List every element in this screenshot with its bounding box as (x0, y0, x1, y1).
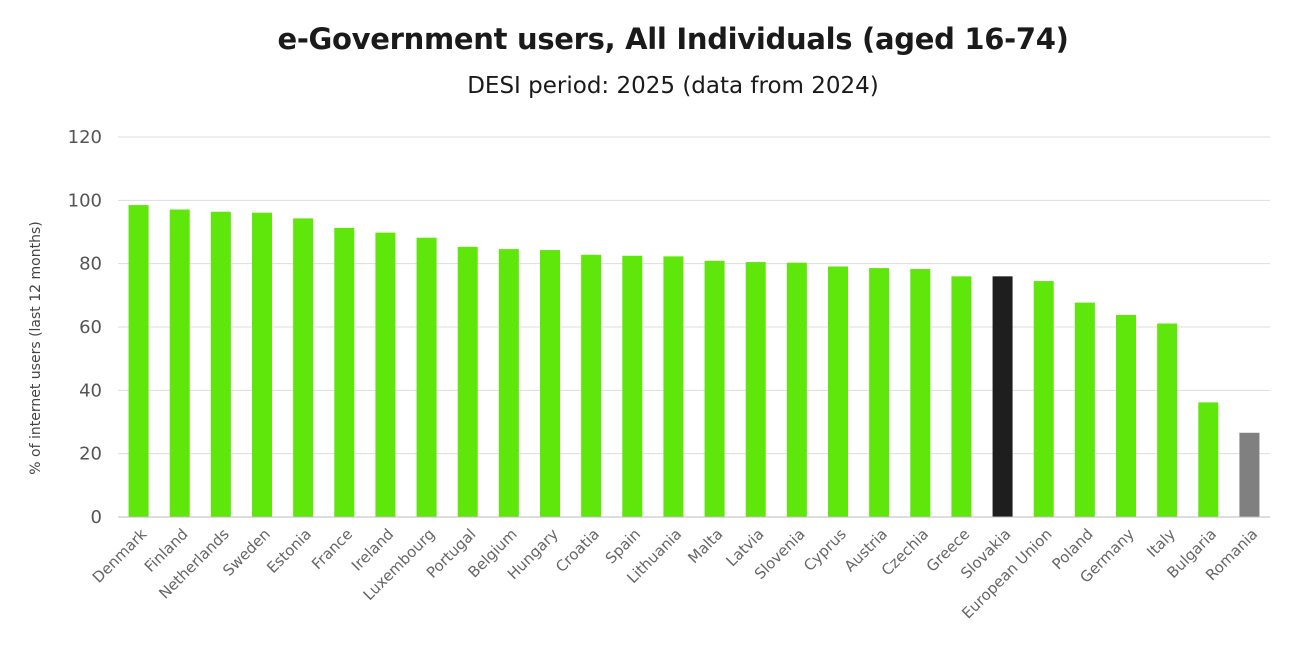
y-tick-label: 100 (68, 190, 102, 211)
bar-finland (169, 209, 190, 517)
x-tick-label: Croatia (552, 525, 603, 576)
y-tick-label: 60 (79, 317, 102, 338)
bar-latvia (745, 262, 766, 517)
bar-slovakia (992, 276, 1013, 517)
gridlines (118, 136, 1270, 455)
bar-cyprus (828, 266, 848, 517)
bar-czechia (910, 269, 931, 517)
x-tick-label: Italy (1143, 525, 1179, 561)
y-axis-label: % of internet users (last 12 months) (28, 221, 44, 474)
bar-netherlands (210, 211, 231, 517)
x-tick-label: Malta (684, 525, 726, 567)
bar-luxembourg (416, 237, 437, 517)
x-axis-labels: DenmarkFinlandNetherlandsSwedenEstoniaFr… (89, 525, 1261, 622)
bar-denmark (128, 205, 149, 518)
bar-slovenia (786, 262, 807, 517)
bar-romania (1239, 432, 1260, 517)
bar-france (334, 227, 355, 517)
x-tick-label: Cyprus (800, 525, 850, 575)
y-tick-label: 120 (68, 127, 102, 148)
bars (128, 205, 1260, 518)
y-tick-label: 80 (79, 254, 102, 275)
y-tick-label: 40 (79, 380, 102, 401)
x-tick-label: France (308, 525, 356, 573)
bar-belgium (498, 249, 519, 517)
x-tick-label: Denmark (89, 525, 151, 587)
bar-croatia (581, 254, 602, 518)
bar-bulgaria (1198, 402, 1219, 517)
bar-sweden (252, 212, 272, 517)
bar-germany (1116, 314, 1136, 517)
chart-subtitle: DESI period: 2025 (data from 2024) (467, 73, 879, 99)
bar-european-union (1033, 281, 1054, 517)
bar-portugal (457, 246, 478, 517)
bar-austria (869, 268, 890, 517)
y-axis-ticks: 0 20 40 60 80 100 120 (68, 127, 102, 528)
bar-malta (704, 260, 725, 517)
bar-lithuania (663, 256, 684, 517)
bar-estonia (293, 218, 314, 517)
bar-italy (1157, 323, 1178, 517)
bar-hungary (540, 250, 560, 518)
x-tick-label: Estonia (263, 525, 315, 577)
chart-title: e-Government users, All Individuals (age… (277, 22, 1069, 56)
bar-ireland (375, 232, 396, 517)
y-tick-label: 20 (79, 444, 102, 465)
bar-greece (951, 276, 972, 517)
bar-spain (622, 255, 643, 517)
bar-poland (1074, 302, 1095, 517)
y-tick-label: 0 (91, 507, 102, 528)
